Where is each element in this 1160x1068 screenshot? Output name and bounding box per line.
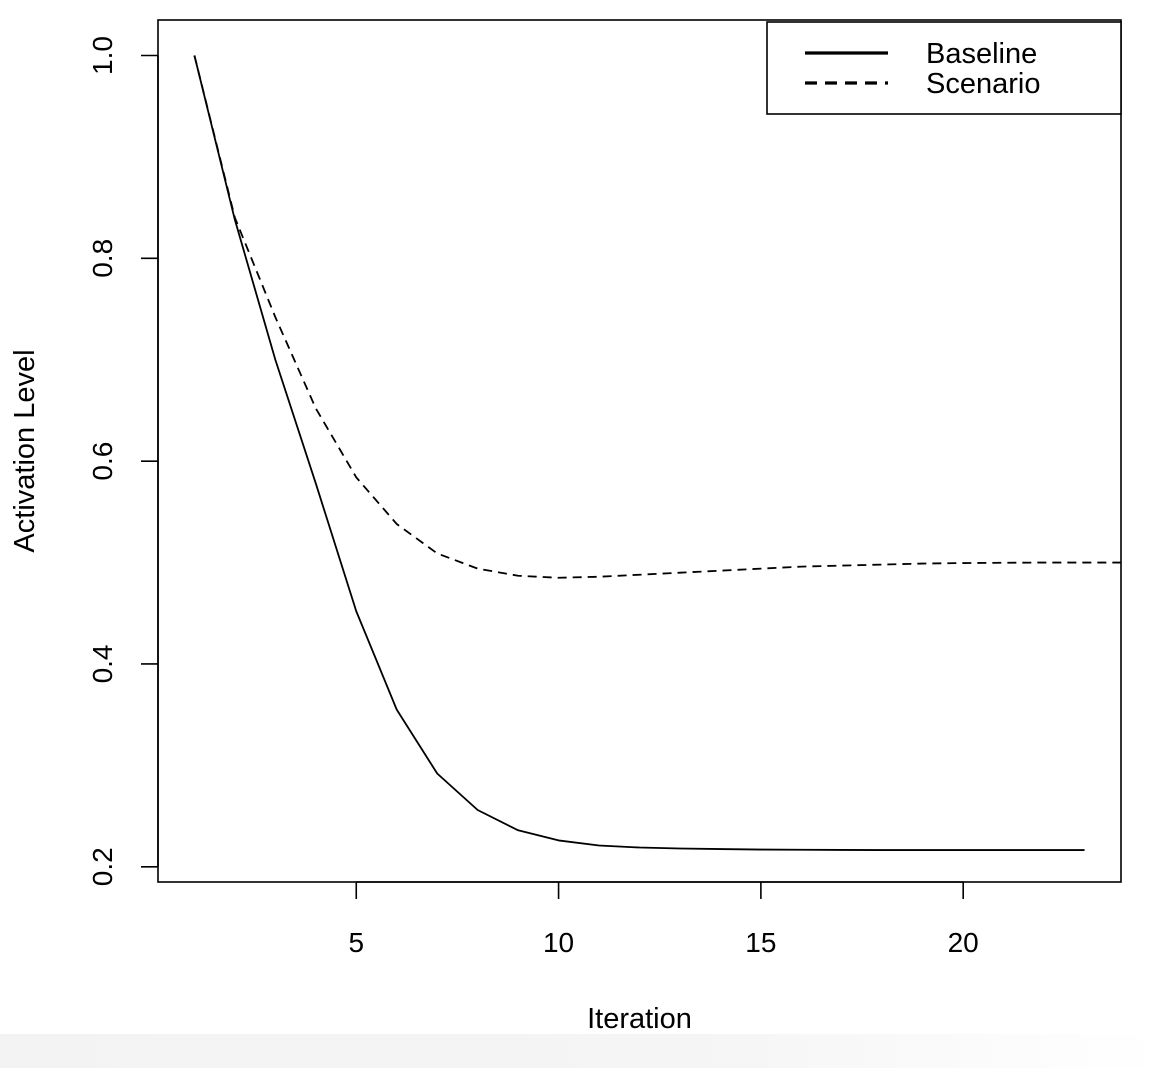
y-axis: 0.2 0.4 0.6 0.8 1.0 — [87, 36, 159, 886]
series-line-scenario — [193, 55, 1121, 579]
series-line-baseline — [193, 55, 1085, 851]
y-tick-label: 0.2 — [87, 847, 118, 886]
y-axis-title: Activation Level — [9, 349, 41, 552]
y-tick-label: 0.6 — [87, 442, 118, 481]
series-layer — [193, 55, 1121, 851]
y-tick-label: 0.8 — [87, 239, 118, 278]
bottom-fade — [0, 1034, 1160, 1068]
y-tick-label: 1.0 — [87, 36, 118, 75]
plot-frame — [157, 19, 1122, 883]
x-tick-label: 5 — [348, 927, 364, 958]
x-tick-label: 10 — [543, 927, 574, 958]
y-tick-label: 0.4 — [87, 644, 118, 683]
x-tick-label: 20 — [948, 927, 979, 958]
legend-label-baseline: Baseline — [926, 38, 1037, 70]
x-axis-title: Iteration — [587, 1003, 692, 1035]
x-axis: 5 10 15 20 — [348, 881, 979, 958]
legend-label-scenario: Scenario — [926, 68, 1040, 100]
legend-box — [766, 21, 1122, 115]
x-tick-label: 15 — [745, 927, 776, 958]
